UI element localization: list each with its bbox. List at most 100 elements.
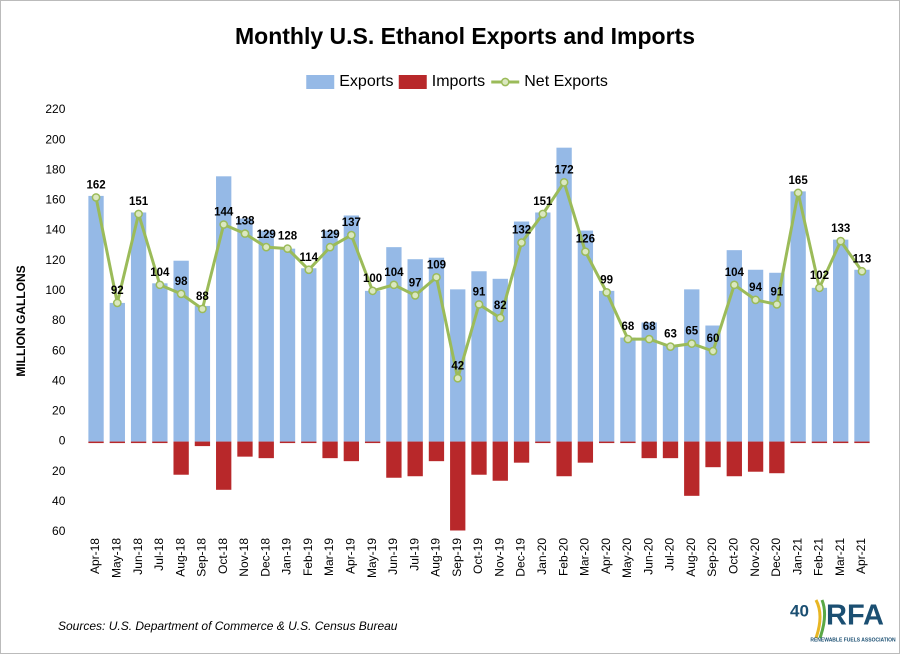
data-label: 63	[664, 329, 677, 341]
data-label: 65	[685, 326, 698, 338]
point	[155, 280, 165, 290]
x-tick-label: Jul-19	[407, 538, 421, 571]
x-tick-label: Mar-20	[578, 538, 592, 576]
data-label: 144	[214, 207, 234, 219]
bar	[173, 441, 189, 475]
x-tick-label: Nov-20	[748, 538, 762, 577]
bar	[833, 239, 849, 442]
bar	[641, 441, 657, 459]
point	[708, 346, 718, 356]
x-tick-label: Dec-20	[769, 538, 783, 577]
x-tick-label: Mar-21	[833, 538, 847, 576]
data-label: 165	[789, 175, 809, 187]
y-tick-label: 60	[52, 343, 66, 357]
bar	[556, 441, 572, 477]
x-tick-label: Nov-18	[237, 538, 251, 577]
data-label: 126	[576, 234, 595, 246]
bar	[535, 212, 551, 442]
point	[517, 238, 526, 247]
legend-swatch	[500, 77, 510, 87]
data-label: 133	[831, 223, 850, 235]
x-tick-label: May-18	[109, 538, 123, 578]
y-tick-label: 160	[45, 193, 65, 207]
y-axis-label: MILLION GALLONS	[14, 265, 28, 376]
bar	[854, 269, 870, 442]
bar	[471, 441, 487, 475]
legend-swatch	[398, 75, 427, 89]
bar	[662, 345, 679, 442]
y-tick-label: 60	[52, 524, 66, 538]
bar	[811, 287, 828, 442]
data-label: 129	[320, 229, 339, 241]
point	[410, 291, 420, 300]
bar	[662, 441, 679, 459]
bar	[598, 441, 615, 444]
x-tick-label: Oct-20	[726, 538, 740, 574]
point	[474, 300, 484, 309]
point	[772, 300, 782, 309]
bar	[535, 441, 551, 444]
bar	[237, 218, 253, 442]
x-tick-label: Dec-18	[258, 538, 272, 577]
bar	[450, 441, 466, 531]
point	[176, 289, 186, 299]
bar	[428, 441, 445, 462]
point	[793, 188, 803, 198]
point	[198, 304, 207, 314]
point	[304, 265, 314, 275]
y-tick-label: 180	[45, 162, 65, 176]
x-tick-label: Apr-18	[88, 538, 102, 574]
bar	[577, 230, 594, 442]
bar	[322, 441, 338, 459]
y-tick-label: 220	[45, 102, 65, 116]
bar	[109, 302, 125, 442]
data-label: 100	[363, 273, 382, 285]
x-tick-label: Oct-19	[471, 538, 485, 574]
data-label: 88	[196, 291, 209, 303]
point	[666, 342, 675, 351]
point	[559, 177, 569, 187]
y-tick-label: 40	[52, 494, 66, 508]
bar	[705, 441, 721, 468]
data-label: 137	[342, 217, 361, 229]
point	[219, 220, 229, 229]
data-label: 104	[725, 267, 745, 279]
point	[538, 209, 548, 219]
data-label: 91	[473, 286, 486, 298]
data-label: 97	[409, 277, 422, 289]
data-label: 99	[600, 274, 613, 286]
bar	[450, 289, 466, 442]
point	[325, 242, 335, 252]
x-tick-label: May-19	[365, 538, 379, 578]
bar	[194, 441, 211, 447]
logo-swoosh	[818, 599, 827, 639]
bar	[322, 230, 338, 442]
bar	[407, 259, 423, 442]
bar	[301, 441, 317, 444]
bar	[769, 272, 785, 442]
x-tick-label: May-20	[620, 538, 634, 578]
x-tick-label: Jan-19	[280, 538, 294, 575]
data-label: 94	[749, 282, 762, 294]
bar	[343, 441, 360, 462]
point	[240, 229, 250, 238]
y-tick-label: 40	[52, 373, 66, 387]
bar	[88, 441, 104, 444]
point	[134, 209, 143, 219]
data-label: 104	[384, 267, 404, 279]
x-tick-label: Nov-19	[492, 538, 506, 577]
bar	[513, 221, 530, 442]
bar	[173, 260, 189, 442]
bar	[705, 325, 721, 442]
data-label: 151	[129, 196, 149, 208]
y-tick-label: 100	[45, 283, 65, 297]
bar	[237, 441, 253, 457]
point	[729, 280, 739, 290]
y-tick-label: 20	[52, 464, 66, 478]
bar	[684, 289, 700, 442]
x-tick-label: Apr-19	[344, 538, 358, 574]
data-label: 42	[451, 360, 464, 372]
x-tick-label: Aug-18	[173, 538, 187, 577]
point	[495, 313, 505, 323]
